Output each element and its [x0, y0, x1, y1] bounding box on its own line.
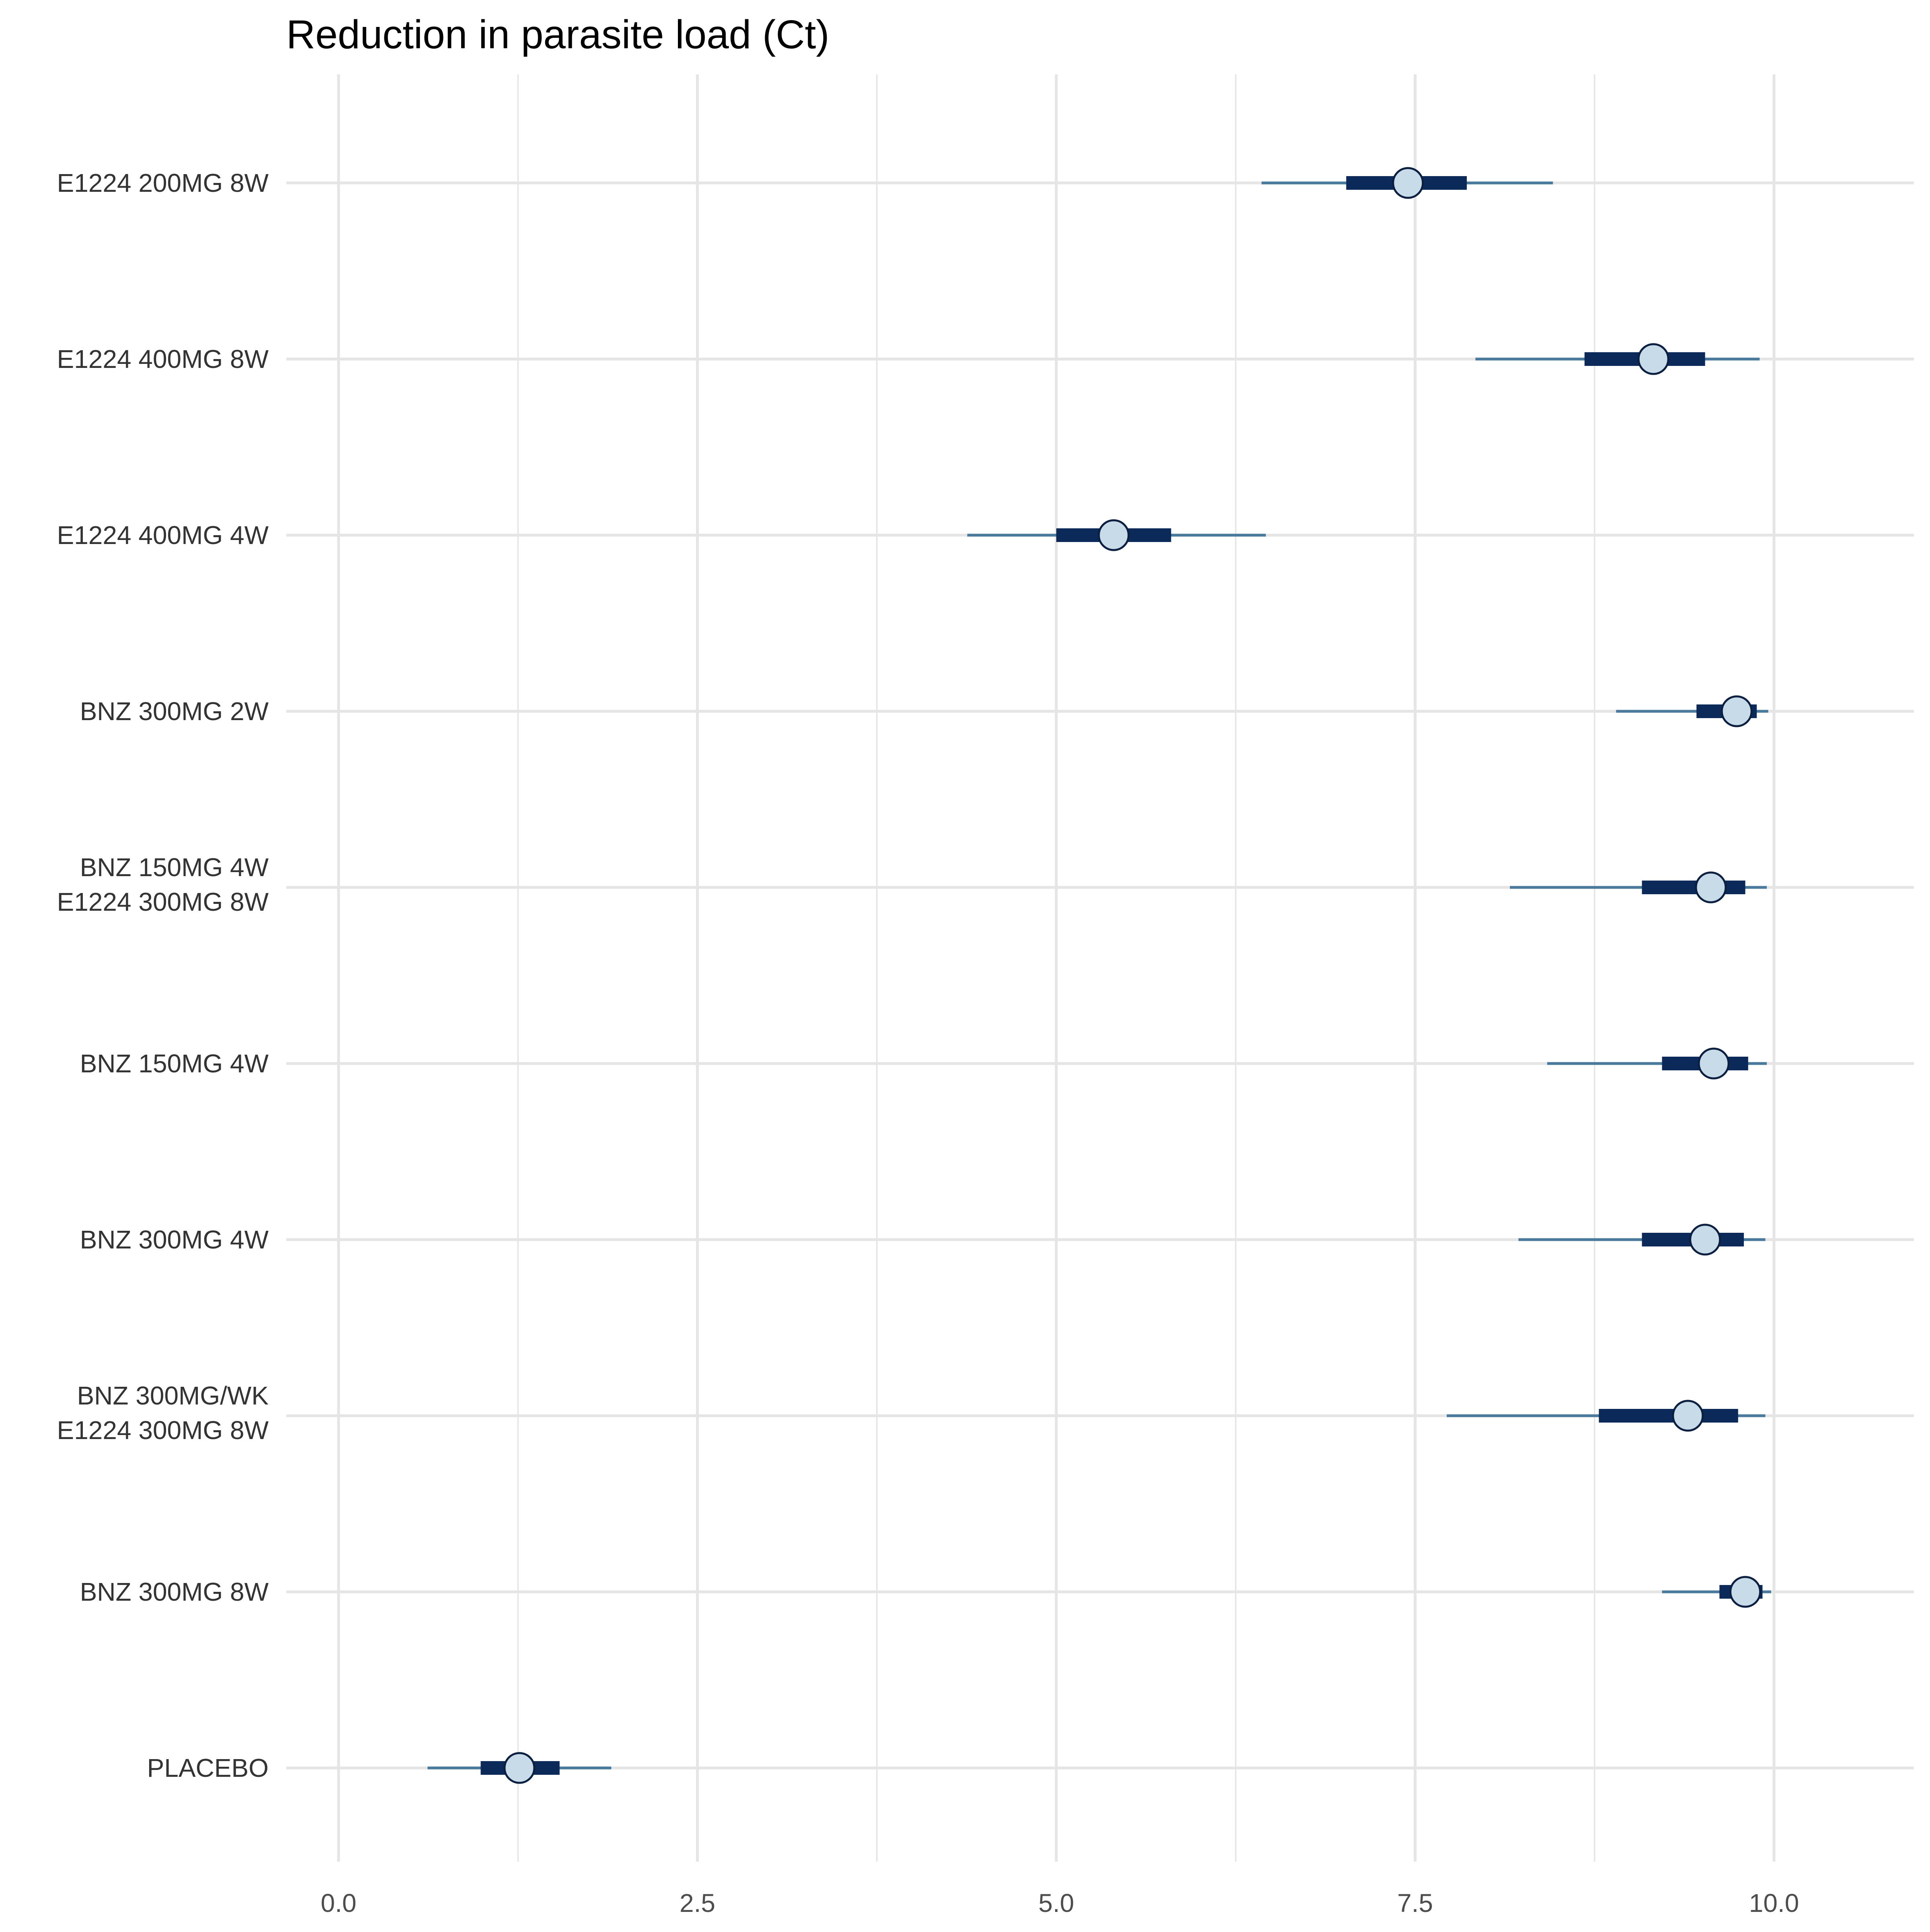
median-point: [1689, 1224, 1721, 1256]
y-category-label: BNZ 300MG/WK: [77, 1381, 269, 1410]
x-tick-label: 0.0: [321, 1889, 357, 1918]
x-tick-label: 2.5: [680, 1889, 715, 1918]
y-category-label: BNZ 300MG 8W: [80, 1577, 269, 1606]
median-point: [1672, 1400, 1704, 1432]
y-category-label: E1224 300MG 8W: [57, 887, 269, 916]
median-point: [1698, 1047, 1730, 1080]
y-category-label: E1224 300MG 8W: [57, 1416, 269, 1445]
y-category-label: E1224 400MG 4W: [57, 521, 269, 550]
label-layer: 0.0 2.5 5.0 7.5 10.0 E1224 200MG 8W E1224 400M…: [57, 168, 1799, 1918]
chart-title: Reduction in parasite load (Ct): [286, 12, 829, 57]
median-point: [1721, 695, 1753, 727]
median-point: [1695, 871, 1727, 903]
median-point: [1392, 167, 1424, 199]
median-point: [1637, 343, 1669, 375]
x-tick-label: 5.0: [1039, 1889, 1074, 1918]
x-tick-label: 10.0: [1749, 1889, 1799, 1918]
x-tick-label: 7.5: [1397, 1889, 1433, 1918]
y-category-label: E1224 200MG 8W: [57, 168, 269, 197]
y-category-label: PLACEBO: [147, 1753, 269, 1782]
median-point: [1098, 519, 1130, 551]
mark-layer: [427, 167, 1771, 1784]
y-category-label: BNZ 300MG 2W: [80, 697, 269, 726]
y-category-label: BNZ 300MG 4W: [80, 1225, 269, 1254]
median-point: [503, 1752, 536, 1784]
y-category-label: BNZ 150MG 4W: [80, 1049, 269, 1078]
median-point: [1729, 1576, 1762, 1608]
y-category-label: BNZ 150MG 4W: [80, 853, 269, 882]
y-category-label: E1224 400MG 8W: [57, 345, 269, 374]
